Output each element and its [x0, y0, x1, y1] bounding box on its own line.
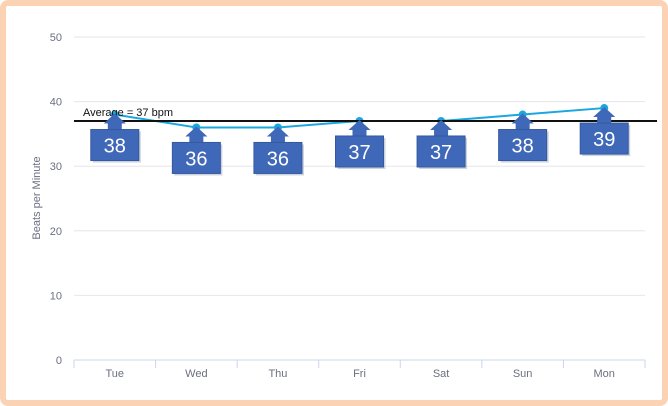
y-tick-label: 0 — [56, 355, 62, 367]
callout-box — [416, 135, 466, 168]
x-tick-label: Tue — [106, 368, 125, 380]
average-label: Average = 37 bpm — [83, 107, 173, 119]
data-label: 36 — [267, 148, 289, 170]
average-line-group: Average = 37 bpm — [74, 107, 657, 122]
callout: 36 — [253, 126, 304, 176]
x-tick-label: Sat — [433, 368, 450, 380]
y-tick-label: 40 — [50, 97, 62, 109]
callout: 36 — [171, 126, 223, 176]
y-tick-label: 20 — [50, 226, 62, 238]
callout-box — [498, 129, 548, 162]
x-axis: Tue Wed Thu Fri Sat Sun Mon — [73, 360, 646, 380]
callout-arrow — [511, 113, 534, 131]
x-tick-label: Thu — [268, 368, 287, 380]
y-tick-label: 10 — [50, 290, 62, 302]
callout-arrow — [185, 126, 208, 144]
callout: 39 — [579, 107, 631, 157]
data-label: 39 — [593, 129, 615, 151]
callout-box — [171, 141, 221, 174]
data-label: 37 — [348, 142, 370, 164]
callout-box — [579, 122, 629, 155]
callout-arrow — [348, 119, 371, 137]
callout: 38 — [90, 113, 141, 163]
data-label-callouts: 38 36 36 37 37 38 39 — [90, 107, 631, 176]
callout: 38 — [498, 113, 549, 163]
y-tick-label: 30 — [50, 161, 62, 173]
gridlines — [74, 36, 645, 361]
callout-box — [253, 141, 303, 174]
x-tick-label: Fri — [353, 368, 366, 380]
callout-arrow — [593, 107, 616, 125]
callout-arrow — [103, 113, 126, 131]
callout-arrow — [266, 126, 289, 144]
callout: 37 — [335, 119, 386, 169]
data-label: 38 — [512, 136, 534, 158]
callout-box — [90, 129, 140, 162]
data-label: 36 — [185, 148, 207, 170]
callout-arrow — [430, 119, 453, 137]
data-label: 37 — [430, 142, 452, 164]
y-tick-label: 50 — [50, 32, 62, 44]
y-axis-ticks: 0 10 20 30 40 50 — [50, 32, 62, 367]
x-tick-label: Sun — [513, 368, 533, 380]
y-axis-label: Beats per Minute — [31, 156, 43, 239]
x-tick-label: Mon — [594, 368, 615, 380]
callout: 37 — [416, 119, 468, 169]
callout-box — [335, 135, 384, 168]
x-tick-label: Wed — [185, 368, 207, 380]
data-label: 38 — [104, 136, 126, 158]
